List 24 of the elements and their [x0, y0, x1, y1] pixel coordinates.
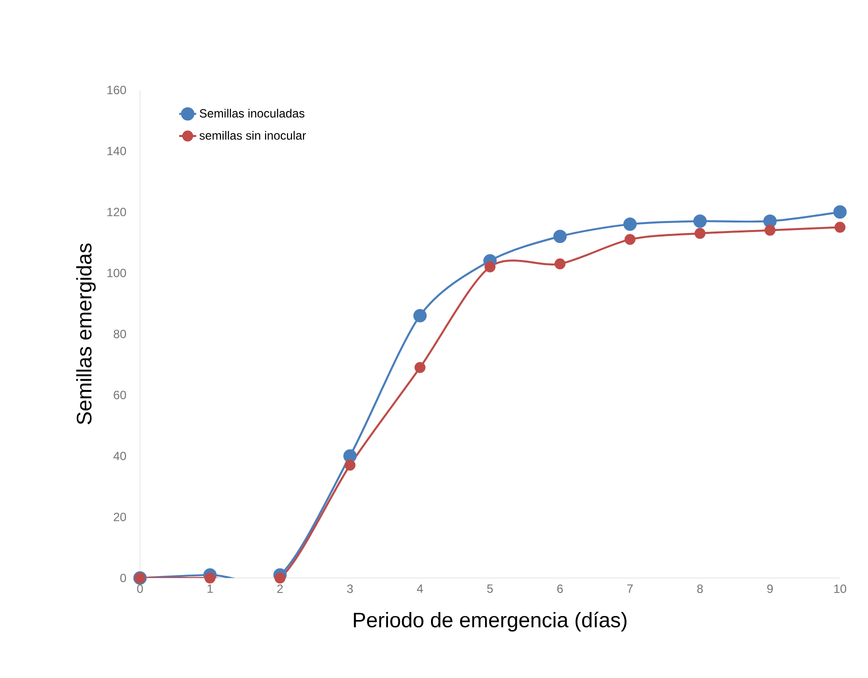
y-tick-label: 0	[120, 574, 126, 582]
y-axis-title: Semillas emergidas	[76, 244, 96, 424]
y-tick-label: 160	[107, 86, 126, 94]
x-axis-title: Periodo de emergencia (días)	[354, 612, 626, 632]
legend-label: Semillas inoculadas	[200, 108, 304, 118]
y-tick-label: 140	[107, 146, 126, 156]
x-tick-label: 7	[627, 584, 633, 593]
x-tick-label: 2	[277, 584, 283, 593]
y-tick-label: 120	[107, 208, 126, 216]
y-tick-label: 60	[114, 390, 126, 400]
x-tick-label: 9	[767, 584, 773, 593]
x-tick-label: 6	[557, 584, 563, 593]
x-tick-label: 4	[416, 584, 423, 593]
y-tick-label: 40	[113, 452, 126, 460]
y-tick-label: 100	[107, 268, 126, 278]
y-tick-label: 20	[114, 512, 126, 522]
y-tick-label: 80	[114, 330, 126, 338]
x-tick-label: 3	[347, 584, 353, 593]
x-tick-label: 8	[697, 584, 703, 593]
legend-label: semillas sin inocular	[200, 130, 306, 140]
x-tick-label: 1	[208, 584, 213, 593]
x-tick-label: 5	[487, 584, 493, 593]
x-tick-label: 10	[834, 584, 846, 593]
x-tick-label: 0	[137, 584, 143, 593]
